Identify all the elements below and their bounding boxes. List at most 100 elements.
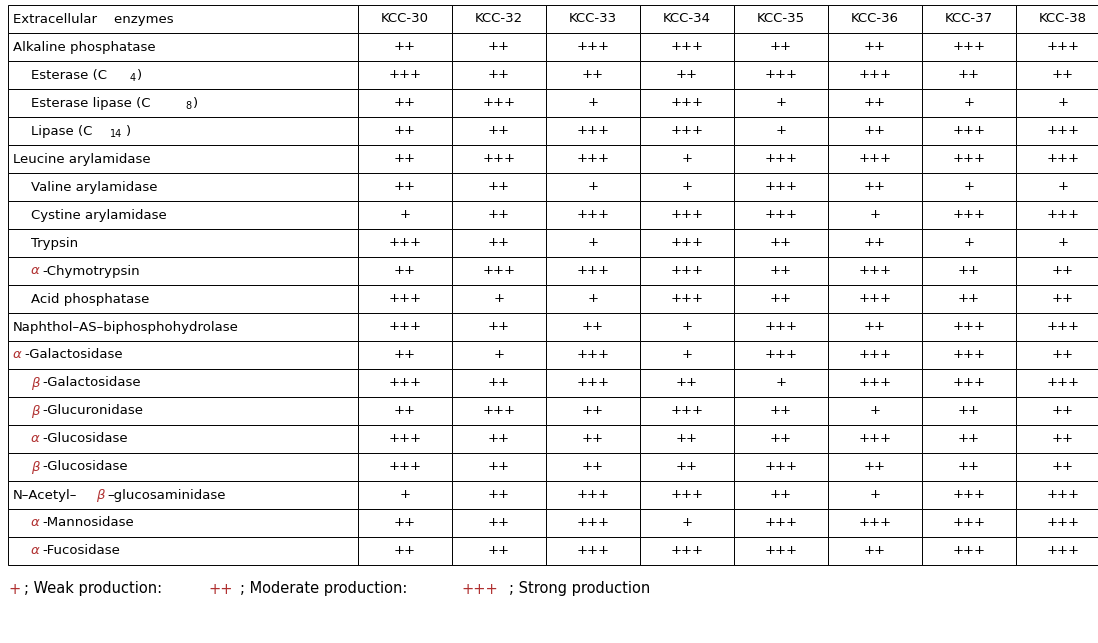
Text: +: + (964, 181, 975, 194)
Text: 4: 4 (130, 73, 135, 83)
Bar (8, 173, 358, 201)
Bar (922, 229, 1016, 257)
Text: ++: ++ (394, 516, 416, 529)
Bar (546, 201, 640, 229)
Text: +++: +++ (1046, 208, 1079, 221)
Text: +++: +++ (482, 152, 515, 165)
Text: +++: +++ (952, 489, 986, 502)
Text: +++: +++ (764, 152, 797, 165)
Text: +: + (400, 208, 411, 221)
Bar (733, 89, 828, 117)
Text: +++: +++ (576, 516, 609, 529)
Bar (640, 341, 733, 369)
Bar (358, 369, 452, 397)
Text: α: α (31, 545, 40, 557)
Bar (546, 117, 640, 145)
Bar (640, 201, 733, 229)
Bar (640, 257, 733, 285)
Bar (452, 425, 546, 453)
Bar (640, 173, 733, 201)
Bar (828, 89, 922, 117)
Bar (1016, 257, 1098, 285)
Text: -Glucosidase: -Glucosidase (42, 460, 127, 473)
Bar (1016, 425, 1098, 453)
Bar (922, 397, 1016, 425)
Text: ++: ++ (864, 96, 886, 109)
Text: ++: ++ (1052, 293, 1074, 305)
Bar (733, 341, 828, 369)
Text: +: + (8, 581, 20, 597)
Text: +: + (682, 516, 693, 529)
Bar (922, 537, 1016, 565)
Text: +++: +++ (859, 293, 892, 305)
Text: α: α (13, 349, 22, 361)
Text: 8: 8 (186, 101, 191, 111)
Text: +++: +++ (671, 41, 704, 53)
Bar (640, 5, 733, 33)
Bar (640, 33, 733, 61)
Text: ++: ++ (957, 460, 981, 473)
Text: ++: ++ (1052, 349, 1074, 361)
Bar (1016, 397, 1098, 425)
Text: +++: +++ (482, 404, 515, 417)
Bar (922, 509, 1016, 537)
Text: +++: +++ (482, 96, 515, 109)
Text: +++: +++ (576, 377, 609, 390)
Bar (1016, 453, 1098, 481)
Text: β: β (31, 460, 40, 473)
Bar (733, 369, 828, 397)
Bar (1016, 285, 1098, 313)
Bar (733, 229, 828, 257)
Text: ++: ++ (1052, 460, 1074, 473)
Text: +++: +++ (859, 377, 892, 390)
Bar (828, 397, 922, 425)
Bar (733, 481, 828, 509)
Text: α: α (31, 264, 40, 278)
Bar (640, 397, 733, 425)
Bar (8, 397, 358, 425)
Text: +: + (493, 349, 504, 361)
Bar (733, 33, 828, 61)
Text: KCC-33: KCC-33 (569, 12, 617, 26)
Text: KCC-38: KCC-38 (1039, 12, 1087, 26)
Text: +: + (682, 349, 693, 361)
Bar (828, 481, 922, 509)
Text: +: + (682, 152, 693, 165)
Text: +: + (1057, 237, 1068, 249)
Bar (922, 481, 1016, 509)
Bar (358, 117, 452, 145)
Text: +: + (400, 489, 411, 502)
Text: Cystine arylamidase: Cystine arylamidase (31, 208, 167, 221)
Bar (452, 369, 546, 397)
Bar (546, 89, 640, 117)
Text: -Galactosidase: -Galactosidase (24, 349, 123, 361)
Text: ++: ++ (957, 69, 981, 82)
Bar (640, 89, 733, 117)
Bar (8, 481, 358, 509)
Bar (828, 33, 922, 61)
Text: KCC-37: KCC-37 (945, 12, 993, 26)
Text: +++: +++ (576, 152, 609, 165)
Text: +++: +++ (671, 293, 704, 305)
Text: ++: ++ (676, 377, 698, 390)
Text: ++: ++ (394, 545, 416, 557)
Text: ++: ++ (582, 320, 604, 334)
Text: ++: ++ (394, 264, 416, 278)
Text: +++: +++ (389, 237, 422, 249)
Text: ++: ++ (488, 460, 509, 473)
Bar (8, 89, 358, 117)
Text: ++: ++ (582, 404, 604, 417)
Bar (922, 341, 1016, 369)
Text: ++: ++ (394, 96, 416, 109)
Bar (358, 33, 452, 61)
Text: -Mannosidase: -Mannosidase (43, 516, 134, 529)
Bar (640, 313, 733, 341)
Bar (922, 257, 1016, 285)
Text: +++: +++ (859, 516, 892, 529)
Bar (8, 145, 358, 173)
Text: +++: +++ (389, 377, 422, 390)
Text: ++: ++ (864, 41, 886, 53)
Text: N–Acetyl–: N–Acetyl– (13, 489, 77, 502)
Text: ++: ++ (1052, 404, 1074, 417)
Text: +++: +++ (482, 264, 515, 278)
